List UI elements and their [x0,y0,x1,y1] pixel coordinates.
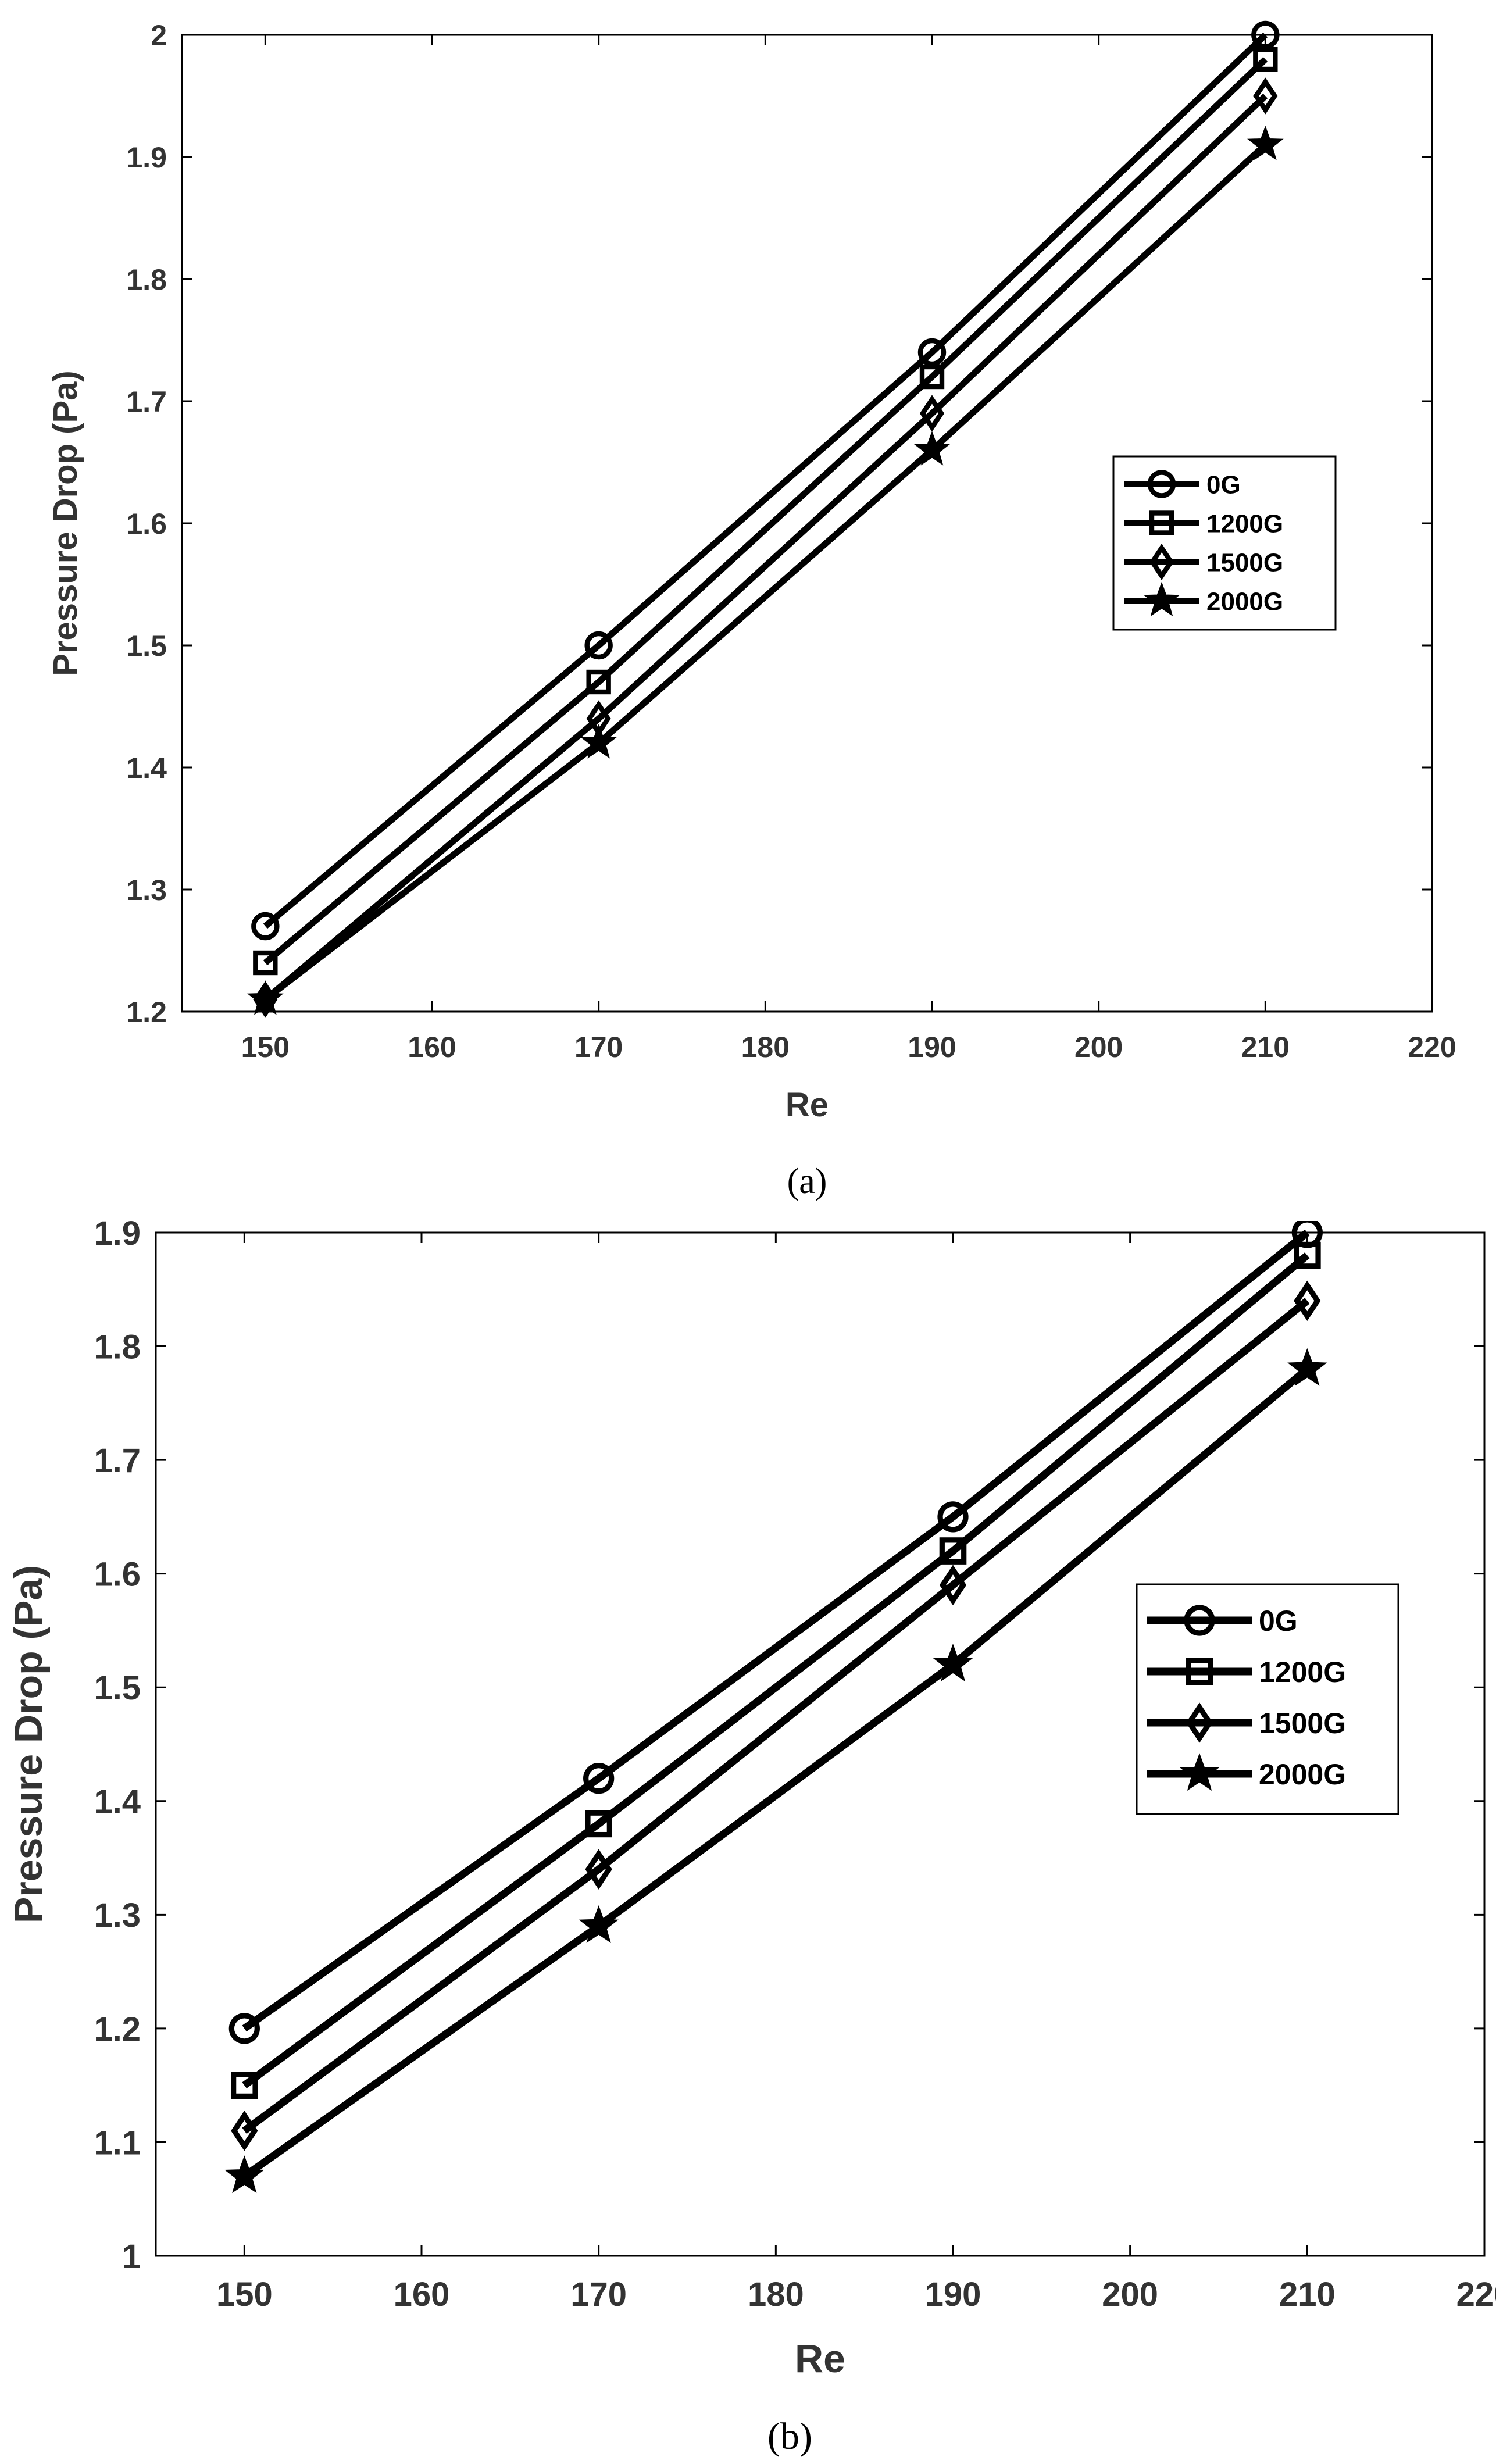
legend-label-1200G: 1200G [1206,509,1283,538]
legend-marker-2000G [1179,1753,1220,1791]
data-point-0G [1251,20,1280,49]
data-point-0G [251,912,280,941]
y-tick-label: 1.1 [94,2124,141,2162]
y-tick-label: 1.3 [94,1897,141,1934]
data-point-0G [583,1763,615,1794]
x-axis-label: Re [795,2337,845,2381]
y-tick-label: 1.8 [126,263,167,296]
series-line-0G [263,33,1268,929]
legend-marker-1200G [1186,1658,1213,1685]
x-tick-label: 150 [216,2276,273,2313]
y-tick-label: 1.6 [126,508,167,540]
y-tick-label: 1.4 [94,1783,141,1821]
data-point-2000G [224,2155,265,2194]
y-tick-label: 1.3 [126,874,167,906]
x-tick-label: 200 [1074,1031,1123,1063]
data-point-1200G [585,1810,612,1838]
series-line-1200G [242,1252,1310,2088]
legend-marker-2000G [1143,581,1180,617]
x-tick-label: 200 [1102,2276,1158,2313]
data-point-1200G [231,2072,258,2099]
legend-marker-1500G [1149,543,1174,581]
legend-marker-1200G [1149,510,1174,535]
y-tick-label: 1.2 [126,996,167,1029]
data-point-1200G [1253,47,1278,72]
series-line-2000G [263,142,1268,1002]
data-point-1200G [586,669,611,695]
y-tick-label: 2 [151,19,167,52]
data-point-1500G [919,395,945,432]
data-point-0G [584,631,613,660]
y-tick-label: 1.7 [126,385,167,418]
x-tick-label: 160 [408,1031,456,1063]
y-tick-label: 1.4 [126,752,167,784]
legend-marker-0G [1147,470,1176,498]
y-tick-label: 1.9 [126,141,167,174]
data-point-2000G [580,724,617,759]
series-line-1500G [263,94,1268,1002]
legend-label-2000G: 2000G [1206,587,1283,616]
series-line-0G [242,1229,1310,2032]
x-tick-label: 220 [1456,2276,1496,2313]
y-tick-label: 1.5 [126,630,167,662]
chart-panel-b: 150 160 170 180 190 200 210 220 1 1.1 1.2 1.3 1.4 1.5… [6,1221,1496,2458]
y-tick-label: 1.6 [94,1556,141,1594]
legend-marker-0G [1184,1605,1215,1636]
x-tick-label: 190 [925,2276,981,2313]
x-tick-label: 170 [574,1031,623,1063]
data-point-0G [917,338,947,367]
y-tick-label: 1 [122,2238,141,2276]
data-point-2000G [913,431,951,466]
series-line-2000G [242,1366,1310,2180]
data-point-1500G [1294,1280,1321,1322]
legend-label-1200G: 1200G [1259,1656,1346,1688]
panel-caption: (b) [767,2415,812,2458]
x-tick-label: 180 [741,1031,790,1063]
x-tick-label: 180 [748,2276,804,2313]
data-point-2000G [247,980,284,1015]
x-tick-label: 160 [394,2276,450,2313]
data-point-2000G [1247,126,1284,160]
data-point-1500G [231,2111,258,2151]
data-point-2000G [933,1644,973,1682]
series-line-1200G [263,57,1268,966]
legend-label-2000G: 2000G [1259,1758,1346,1791]
x-tick-label: 190 [908,1031,956,1063]
data-point-1500G [585,1849,612,1890]
data-point-2000G [1287,1348,1327,1386]
legend-label-1500G: 1500G [1206,548,1283,577]
legend-label-0G: 0G [1259,1605,1298,1637]
x-tick-label: 210 [1241,1031,1290,1063]
data-point-1500G [1253,77,1278,115]
legend-label-1500G: 1500G [1259,1707,1346,1740]
data-point-0G [937,1501,969,1533]
x-tick-label: 210 [1279,2276,1336,2313]
x-axis-label: Re [786,1086,829,1124]
legend-marker-1500G [1186,1702,1213,1743]
y-tick-label: 1.5 [94,1669,141,1707]
data-point-1200G [1294,1241,1321,1269]
x-tick-label: 170 [570,2276,627,2313]
legend-label-0G: 0G [1206,470,1241,499]
data-point-0G [228,2013,260,2044]
data-point-2000G [579,1905,619,1943]
x-tick-label: 150 [241,1031,290,1063]
y-tick-label: 1.9 [94,1221,141,1252]
y-tick-label: 1.7 [94,1442,141,1480]
y-axis-label: Pressure Drop (Pa) [6,1565,51,1923]
y-axis-label: Pressure Drop (Pa) [47,370,84,676]
data-point-1500G [939,1565,967,1605]
x-tick-label: 220 [1408,1031,1456,1063]
series-line-1500G [242,1298,1310,2134]
panel-caption: (a) [787,1162,827,1201]
data-point-1200G [253,950,278,976]
y-tick-label: 1.2 [94,2011,141,2048]
chart-panel-a: 150 160 170 180 190 200 210 220 1.2 1.3 1.4 1.5 1.6 1… [47,19,1456,1201]
y-tick-label: 1.8 [94,1328,141,1366]
data-point-1200G [939,1537,967,1565]
data-point-1200G [919,364,945,390]
